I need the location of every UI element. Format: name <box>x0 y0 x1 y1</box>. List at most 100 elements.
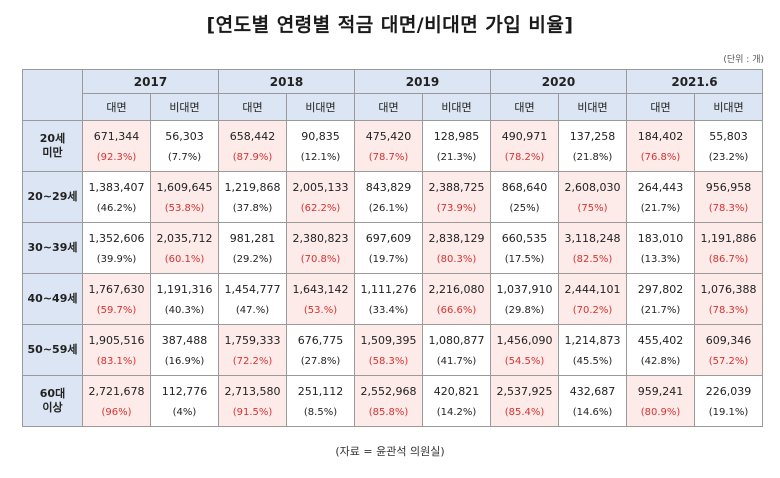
percent-value: (53.%) <box>303 305 338 316</box>
count-value: 1,767,630 <box>88 283 145 296</box>
unit-label: (단위 : 개) <box>723 55 764 65</box>
count-value: 1,643,142 <box>292 283 349 296</box>
count-value: 183,010 <box>637 232 684 245</box>
count-value: 1,454,777 <box>224 283 281 296</box>
percent-value: (91.5%) <box>232 407 273 418</box>
nonface-cell: 1,191,316 (40.3%) <box>150 273 219 325</box>
face-cell: 1,111,276 (33.4%) <box>354 273 423 325</box>
percent-value: (33.4%) <box>368 305 409 316</box>
face-cell: 1,454,777 (47.%) <box>218 273 287 325</box>
count-value: 2,035,712 <box>156 232 213 245</box>
count-value: 128,985 <box>433 130 480 143</box>
age-group-label: 30~39세 <box>22 222 83 274</box>
percent-value: (62.2%) <box>300 203 341 214</box>
table-body: 20세 미만 671,344 (92.3%) 56,303 (7.7%) 658,442 (… <box>22 120 763 427</box>
year-header: 2017 <box>82 69 219 94</box>
nonface-cell: 387,488 (16.9%) <box>150 324 219 376</box>
count-value: 2,380,823 <box>292 232 349 245</box>
face-header: 대면 <box>354 93 423 121</box>
nonface-header: 비대면 <box>422 93 491 121</box>
nonface-cell: 2,388,725 (73.9%) <box>422 171 491 223</box>
age-group-label: 20~29세 <box>22 171 83 223</box>
percent-value: (19.7%) <box>368 254 409 265</box>
count-value: 1,905,516 <box>88 334 145 347</box>
nonface-cell: 676,775 (27.8%) <box>286 324 355 376</box>
percent-value: (27.8%) <box>300 356 341 367</box>
percent-value: (86.7%) <box>708 254 749 265</box>
percent-value: (78.3%) <box>708 305 749 316</box>
year-header: 2021.6 <box>626 69 763 94</box>
count-value: 420,821 <box>433 385 480 398</box>
percent-value: (39.9%) <box>96 254 137 265</box>
face-cell: 475,420 (78.7%) <box>354 120 423 172</box>
face-cell: 264,443 (21.7%) <box>626 171 695 223</box>
count-value: 658,442 <box>229 130 276 143</box>
percent-value: (46.2%) <box>96 203 137 214</box>
nonface-cell: 2,005,133 (62.2%) <box>286 171 355 223</box>
percent-value: (54.5%) <box>504 356 545 367</box>
percent-value: (8.5%) <box>303 407 338 418</box>
count-value: 1,191,316 <box>156 283 213 296</box>
count-value: 1,111,276 <box>360 283 417 296</box>
count-value: 956,958 <box>705 181 752 194</box>
percent-value: (21.8%) <box>572 152 613 163</box>
count-value: 2,388,725 <box>428 181 485 194</box>
year-header: 2018 <box>218 69 355 94</box>
percent-value: (70.8%) <box>300 254 341 265</box>
count-value: 1,080,877 <box>428 334 485 347</box>
percent-value: (78.3%) <box>708 203 749 214</box>
face-cell: 697,609 (19.7%) <box>354 222 423 274</box>
percent-value: (66.6%) <box>436 305 477 316</box>
face-cell: 1,509,395 (58.3%) <box>354 324 423 376</box>
nonface-cell: 2,216,080 (66.6%) <box>422 273 491 325</box>
percent-value: (60.1%) <box>164 254 205 265</box>
percent-value: (17.5%) <box>504 254 545 265</box>
nonface-cell: 251,112 (8.5%) <box>286 375 355 427</box>
nonface-cell: 1,080,877 (41.7%) <box>422 324 491 376</box>
percent-value: (25%) <box>509 203 540 214</box>
percent-value: (14.6%) <box>572 407 613 418</box>
percent-value: (83.1%) <box>96 356 137 367</box>
face-cell: 1,905,516 (83.1%) <box>82 324 151 376</box>
percent-value: (57.2%) <box>708 356 749 367</box>
count-value: 56,303 <box>165 130 204 143</box>
percent-value: (59.7%) <box>96 305 137 316</box>
percent-value: (76.8%) <box>640 152 681 163</box>
count-value: 843,829 <box>365 181 412 194</box>
count-value: 609,346 <box>705 334 752 347</box>
count-value: 868,640 <box>501 181 548 194</box>
count-value: 1,037,910 <box>496 283 553 296</box>
nonface-cell: 956,958 (78.3%) <box>694 171 763 223</box>
face-cell: 868,640 (25%) <box>490 171 559 223</box>
nonface-cell: 609,346 (57.2%) <box>694 324 763 376</box>
table-row: 20~29세 1,383,407 (46.2%) 1,609,645 (53.8%) 1,… <box>22 171 763 223</box>
count-value: 184,402 <box>637 130 684 143</box>
nonface-cell: 420,821 (14.2%) <box>422 375 491 427</box>
percent-value: (58.3%) <box>368 356 409 367</box>
percent-value: (47.%) <box>235 305 270 316</box>
nonface-cell: 55,803 (23.2%) <box>694 120 763 172</box>
year-header: 2019 <box>354 69 491 94</box>
percent-value: (45.5%) <box>572 356 613 367</box>
count-value: 660,535 <box>501 232 548 245</box>
face-cell: 1,219,868 (37.8%) <box>218 171 287 223</box>
face-cell: 1,037,910 (29.8%) <box>490 273 559 325</box>
count-value: 2,444,101 <box>564 283 621 296</box>
percent-value: (13.3%) <box>640 254 681 265</box>
age-group-label: 40~49세 <box>22 273 83 325</box>
count-value: 671,344 <box>93 130 140 143</box>
face-cell: 1,767,630 (59.7%) <box>82 273 151 325</box>
nonface-header: 비대면 <box>286 93 355 121</box>
count-value: 2,713,580 <box>224 385 281 398</box>
count-value: 981,281 <box>229 232 276 245</box>
nonface-cell: 128,985 (21.3%) <box>422 120 491 172</box>
face-header: 대면 <box>218 93 287 121</box>
face-cell: 1,352,606 (39.9%) <box>82 222 151 274</box>
nonface-cell: 1,609,645 (53.8%) <box>150 171 219 223</box>
face-cell: 2,721,678 (96%) <box>82 375 151 427</box>
percent-value: (87.9%) <box>232 152 273 163</box>
count-value: 2,721,678 <box>88 385 145 398</box>
age-group-label: 60대 이상 <box>22 375 83 427</box>
face-cell: 671,344 (92.3%) <box>82 120 151 172</box>
percent-value: (16.9%) <box>164 356 205 367</box>
